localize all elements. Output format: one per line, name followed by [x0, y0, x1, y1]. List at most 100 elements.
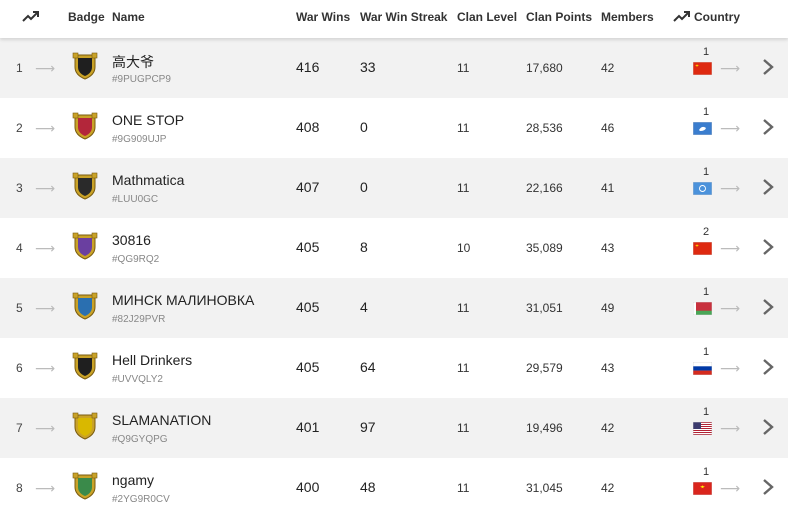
war-wins: 408 — [296, 119, 320, 135]
country-rank: 1 — [703, 406, 710, 418]
header-war-win-streak[interactable]: War Win Streak — [360, 10, 448, 24]
country-rank: 1 — [703, 346, 710, 358]
clan-badge-icon — [72, 52, 98, 80]
members: 49 — [601, 301, 615, 315]
clan-tag: #Q9GYQPG — [112, 434, 168, 445]
war-wins: 400 — [296, 479, 320, 495]
flag-vietnam-icon — [693, 482, 712, 495]
table-row[interactable]: 2 ⟶ ONE STOP #9G909UJP 408 0 11 28,536 46 1 ⟶ — [0, 98, 788, 158]
trending-up-icon — [673, 11, 690, 22]
country-rank: 1 — [703, 106, 710, 118]
clan-level: 11 — [457, 121, 470, 135]
chevron-right-icon[interactable] — [762, 238, 774, 256]
header-clan-level[interactable]: Clan Level — [457, 10, 518, 24]
rank: 1 — [16, 61, 23, 75]
rank: 4 — [16, 241, 23, 255]
war-wins: 405 — [296, 359, 320, 375]
country-trend-arrow-icon: ⟶ — [720, 300, 741, 316]
clan-points: 28,536 — [526, 121, 563, 135]
war-win-streak: 0 — [360, 179, 368, 195]
header-clan-points[interactable]: Clan Points — [526, 10, 593, 24]
country-trend-arrow-icon: ⟶ — [720, 180, 741, 196]
clan-name[interactable]: ngamy — [112, 472, 155, 488]
table-row[interactable]: 5 ⟶ МИНСК МАЛИНОВКА #82J29PVR 405 4 11 31,051 49… — [0, 278, 788, 338]
clan-name[interactable]: 高大爷 — [112, 54, 154, 70]
rank-trend-arrow-icon: ⟶ — [35, 240, 56, 256]
clan-badge-icon — [72, 172, 98, 200]
country-trend-arrow-icon: ⟶ — [720, 420, 741, 436]
clan-level: 11 — [457, 301, 470, 315]
clan-badge-icon — [72, 292, 98, 320]
table-body: 1 ⟶ 高大爷 #9PUGPCP9 416 33 11 17,680 42 1 ⟶ 2 ⟶ ONE STO… — [0, 38, 788, 518]
table-row[interactable]: 1 ⟶ 高大爷 #9PUGPCP9 416 33 11 17,680 42 1 ⟶ — [0, 38, 788, 98]
chevron-right-icon[interactable] — [762, 358, 774, 376]
table-row[interactable]: 4 ⟶ 30816 #QG9RQ2 405 8 10 35,089 43 2 ⟶ — [0, 218, 788, 278]
country-rank: 1 — [703, 166, 710, 178]
war-wins: 405 — [296, 299, 320, 315]
members: 42 — [601, 61, 615, 75]
clan-level: 11 — [457, 61, 470, 75]
clan-level: 11 — [457, 361, 470, 375]
rank: 8 — [16, 481, 23, 495]
table-row[interactable]: 7 ⟶ SLAMANATION #Q9GYQPG 401 97 11 19,496 42 1 ⟶ — [0, 398, 788, 458]
war-win-streak: 64 — [360, 359, 376, 375]
clan-name[interactable]: Hell Drinkers — [112, 352, 193, 368]
flag-usa-icon — [693, 422, 712, 435]
clan-tag: #LUU0GC — [112, 194, 159, 205]
clan-name[interactable]: Mathmatica — [112, 172, 185, 188]
table-row[interactable]: 8 ⟶ ngamy #2YG9R0CV 400 48 11 31,045 42 1 ⟶ — [0, 458, 788, 518]
clan-badge-icon — [72, 352, 98, 380]
members: 46 — [601, 121, 615, 135]
flag-belarus-icon — [693, 302, 712, 315]
rank-trend-arrow-icon: ⟶ — [35, 480, 56, 496]
header-country[interactable]: Country — [694, 10, 740, 24]
war-wins: 401 — [296, 419, 320, 435]
trending-up-icon — [22, 11, 39, 22]
country-trend-arrow-icon: ⟶ — [720, 120, 741, 136]
flag-china-icon — [693, 62, 712, 75]
war-win-streak: 4 — [360, 299, 368, 315]
clan-name[interactable]: 30816 — [112, 232, 151, 248]
clan-points: 29,579 — [526, 361, 563, 375]
war-win-streak: 97 — [360, 419, 376, 435]
rank-trend-arrow-icon: ⟶ — [35, 420, 56, 436]
clan-level: 11 — [457, 481, 470, 495]
rank: 2 — [16, 121, 23, 135]
clan-name[interactable]: ONE STOP — [112, 112, 185, 128]
rank-trend-arrow-icon: ⟶ — [35, 60, 56, 76]
members: 42 — [601, 421, 615, 435]
chevron-right-icon[interactable] — [762, 178, 774, 196]
chevron-right-icon[interactable] — [762, 418, 774, 436]
war-win-streak: 33 — [360, 59, 376, 75]
country-trend-arrow-icon: ⟶ — [720, 60, 741, 76]
clan-name[interactable]: SLAMANATION — [112, 412, 212, 428]
header-name[interactable]: Name — [112, 10, 145, 24]
flag-united-nations-icon — [693, 182, 712, 195]
members: 41 — [601, 181, 615, 195]
chevron-right-icon[interactable] — [762, 118, 774, 136]
header-war-wins[interactable]: War Wins — [296, 10, 351, 24]
members: 42 — [601, 481, 615, 495]
war-win-streak: 0 — [360, 119, 368, 135]
table-row[interactable]: 3 ⟶ Mathmatica #LUU0GC 407 0 11 22,166 41 1 ⟶ — [0, 158, 788, 218]
clan-tag: #UVVQLY2 — [112, 374, 163, 385]
flag-china-icon — [693, 242, 712, 255]
members: 43 — [601, 361, 615, 375]
chevron-right-icon[interactable] — [762, 478, 774, 496]
header-badge[interactable]: Badge — [68, 10, 105, 24]
war-win-streak: 8 — [360, 239, 368, 255]
clan-level: 10 — [457, 241, 471, 255]
clan-points: 22,166 — [526, 181, 563, 195]
war-wins: 407 — [296, 179, 320, 195]
rank-trend-arrow-icon: ⟶ — [35, 300, 56, 316]
clan-name[interactable]: МИНСК МАЛИНОВКА — [112, 292, 255, 308]
table-row[interactable]: 6 ⟶ Hell Drinkers #UVVQLY2 405 64 11 29,579 43 1 ⟶ — [0, 338, 788, 398]
country-trend-arrow-icon: ⟶ — [720, 480, 741, 496]
chevron-right-icon[interactable] — [762, 58, 774, 76]
chevron-right-icon[interactable] — [762, 298, 774, 316]
header-members[interactable]: Members — [601, 10, 654, 24]
war-wins: 416 — [296, 59, 320, 75]
country-rank: 1 — [703, 466, 710, 478]
clan-badge-icon — [72, 472, 98, 500]
